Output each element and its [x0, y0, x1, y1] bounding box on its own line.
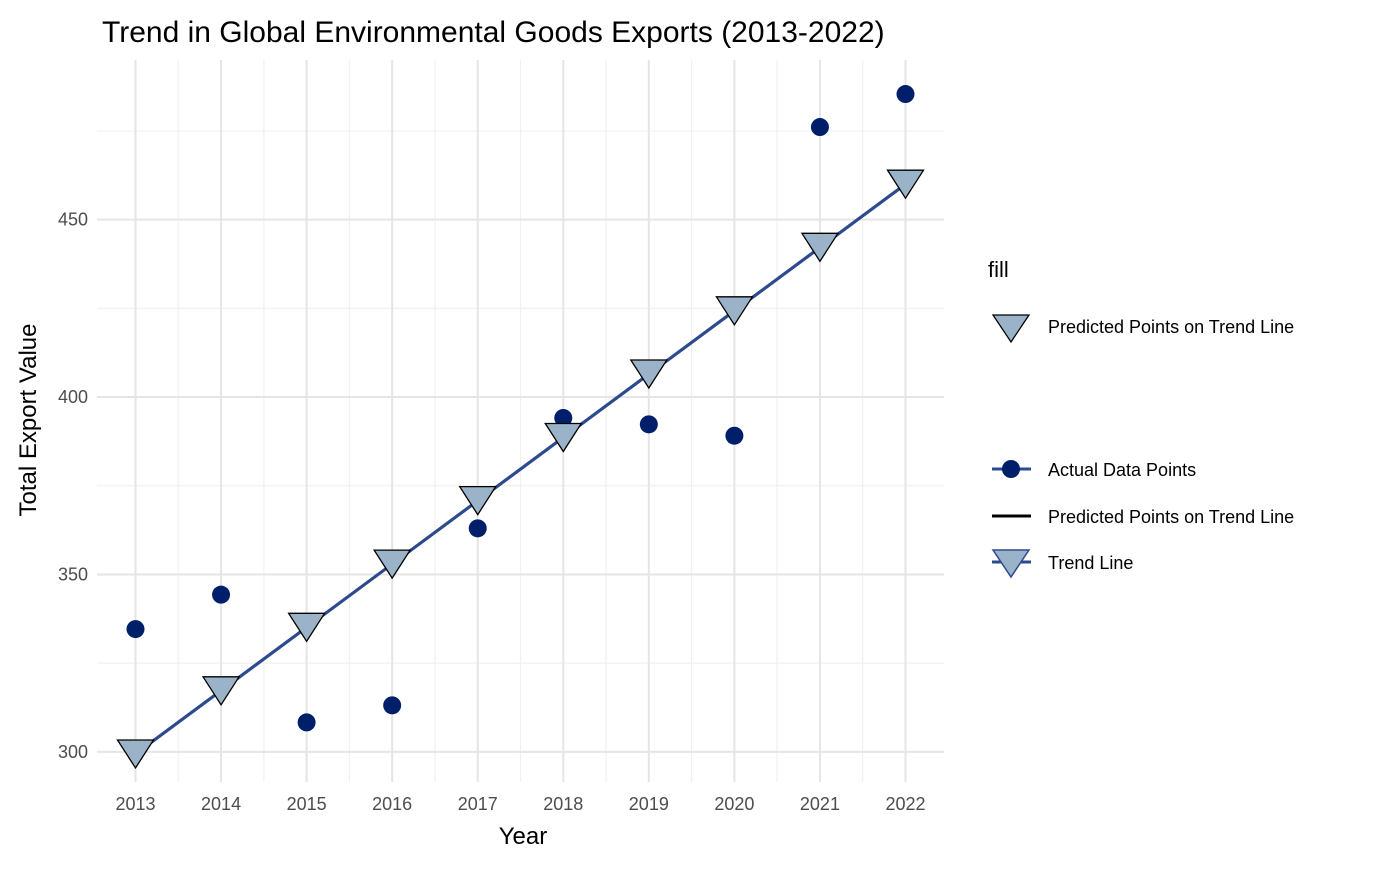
y-tick-label: 450 — [58, 210, 88, 230]
predicted-point — [287, 612, 326, 643]
legend-fill-item-label: Predicted Points on Trend Line — [1048, 317, 1294, 337]
predicted-point — [544, 422, 583, 453]
trend-line — [134, 182, 907, 756]
y-axis-title: Total Export Value — [15, 324, 42, 517]
predicted-point — [886, 169, 925, 200]
predicted-point — [458, 486, 497, 516]
legend-item-predicted: Predicted Points on Trend Line — [992, 507, 1294, 527]
predicted-point — [116, 739, 155, 770]
actual-data-point — [810, 118, 829, 137]
x-tick-label: 2020 — [714, 794, 754, 814]
x-tick-label: 2017 — [458, 794, 498, 814]
actual-data-point — [383, 696, 402, 715]
actual-data-point — [896, 85, 915, 104]
y-tick-label: 300 — [58, 742, 88, 762]
legend-item-label: Predicted Points on Trend Line — [1048, 507, 1294, 527]
grid — [97, 60, 944, 782]
legend-item-label: Trend Line — [1048, 553, 1133, 573]
y-tick-label: 400 — [58, 387, 88, 407]
x-tick-label: 2021 — [800, 794, 840, 814]
predicted-point — [715, 296, 754, 327]
predicted-point — [629, 359, 669, 390]
legend-item-actual: Actual Data Points — [992, 460, 1196, 480]
legend: fill Predicted Points on Trend Line Actu… — [988, 257, 1294, 579]
x-tick-label: 2014 — [201, 794, 241, 814]
actual-data-point — [126, 620, 145, 639]
actual-data-point — [212, 585, 231, 604]
legend-fill-item: Predicted Points on Trend Line — [991, 314, 1294, 344]
legend-key-trend-triangle — [991, 549, 1031, 579]
legend-fill-title: fill — [988, 257, 1009, 282]
axes: 2013 2014 2015 2016 2017 2018 2019 2020 2021 2022… — [15, 16, 926, 850]
legend-item-label: Actual Data Points — [1048, 460, 1196, 480]
legend-fill-triangle-key — [991, 314, 1031, 344]
actual-data-point — [554, 408, 573, 427]
x-tick-label: 2022 — [885, 794, 925, 814]
legend-item-trend: Trend Line — [991, 549, 1133, 579]
x-tick-label: 2013 — [115, 794, 155, 814]
predicted-point — [800, 232, 840, 263]
x-tick-label: 2018 — [543, 794, 583, 814]
predicted-point — [372, 549, 412, 580]
x-axis-title: Year — [499, 823, 548, 850]
x-tick-label: 2015 — [287, 794, 327, 814]
actual-data-point — [725, 426, 744, 445]
x-axis-ticks: 2013 2014 2015 2016 2017 2018 2019 2020 2021 2022 — [115, 794, 925, 814]
x-tick-label: 2016 — [372, 794, 412, 814]
predicted-point — [201, 676, 241, 707]
chart-title: Trend in Global Environmental Goods Expo… — [102, 16, 885, 49]
actual-data-point — [639, 415, 658, 434]
plot-area — [116, 85, 925, 770]
y-axis-ticks: 300 350 400 450 — [58, 210, 88, 762]
actual-data-point — [468, 519, 487, 538]
y-tick-label: 350 — [58, 564, 88, 584]
x-tick-label: 2019 — [629, 794, 669, 814]
actual-data-point — [297, 713, 316, 732]
legend-key-actual-point — [1002, 460, 1020, 478]
